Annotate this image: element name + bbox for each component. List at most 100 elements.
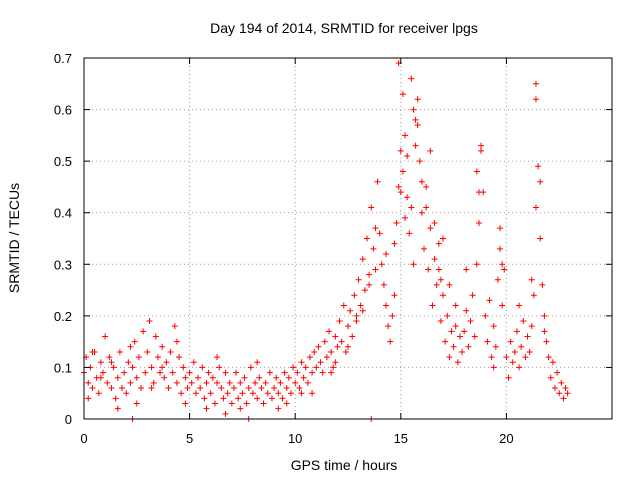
data-point bbox=[513, 328, 520, 335]
data-point bbox=[431, 256, 438, 263]
data-point bbox=[108, 359, 115, 366]
data-point bbox=[89, 348, 96, 355]
data-point bbox=[114, 405, 121, 412]
y-axis-label: SRMTID / TECUs bbox=[6, 183, 22, 293]
data-point bbox=[372, 266, 379, 273]
data-point bbox=[427, 147, 434, 154]
data-point bbox=[237, 405, 244, 412]
data-point bbox=[408, 75, 415, 82]
data-point bbox=[97, 359, 104, 366]
data-point bbox=[545, 354, 552, 361]
data-point bbox=[95, 390, 102, 397]
data-point bbox=[192, 390, 199, 397]
data-point bbox=[294, 369, 301, 376]
data-point bbox=[452, 323, 459, 330]
data-point bbox=[524, 333, 531, 340]
data-point bbox=[311, 348, 318, 355]
data-point bbox=[169, 369, 176, 376]
data-point bbox=[393, 220, 400, 227]
data-point bbox=[201, 395, 208, 402]
data-point bbox=[383, 250, 390, 257]
data-point bbox=[497, 225, 504, 232]
data-point bbox=[304, 379, 311, 386]
data-point bbox=[353, 318, 360, 325]
data-point bbox=[228, 400, 235, 407]
data-point bbox=[252, 379, 259, 386]
data-point bbox=[404, 194, 411, 201]
data-point bbox=[518, 343, 525, 350]
data-point bbox=[391, 292, 398, 299]
data-point bbox=[300, 374, 307, 381]
data-point bbox=[131, 338, 138, 345]
data-point bbox=[315, 343, 322, 350]
data-point bbox=[317, 359, 324, 366]
data-point bbox=[209, 374, 216, 381]
x-tick-label: 0 bbox=[80, 431, 87, 446]
data-point bbox=[499, 261, 506, 268]
data-point bbox=[494, 276, 501, 283]
data-point bbox=[353, 312, 360, 319]
data-point bbox=[171, 323, 178, 330]
data-point bbox=[235, 395, 242, 402]
data-point bbox=[446, 281, 453, 288]
data-point bbox=[378, 261, 385, 268]
data-point bbox=[237, 379, 244, 386]
data-point bbox=[368, 204, 375, 211]
data-point bbox=[404, 152, 411, 159]
data-point bbox=[408, 204, 415, 211]
data-point bbox=[275, 390, 282, 397]
data-point bbox=[157, 369, 164, 376]
data-point bbox=[402, 132, 409, 139]
plot-frame bbox=[83, 57, 613, 420]
data-point bbox=[414, 122, 421, 129]
data-point bbox=[463, 307, 470, 314]
data-point bbox=[429, 302, 436, 309]
data-point bbox=[186, 369, 193, 376]
data-point bbox=[121, 369, 128, 376]
data-point bbox=[216, 364, 223, 371]
data-point bbox=[345, 323, 351, 330]
data-point bbox=[509, 359, 516, 366]
data-point bbox=[298, 359, 305, 366]
x-tick-label: 20 bbox=[499, 431, 513, 446]
data-point bbox=[332, 359, 339, 366]
data-point bbox=[211, 400, 218, 407]
data-point bbox=[454, 359, 461, 366]
data-point bbox=[313, 364, 320, 371]
data-point bbox=[195, 374, 202, 381]
data-point bbox=[380, 281, 387, 288]
data-point bbox=[484, 338, 491, 345]
data-point bbox=[399, 91, 406, 98]
y-axis: 0 0.1 0.2 0.3 0.4 0.5 0.6 0.7 bbox=[54, 51, 612, 427]
data-point bbox=[104, 379, 111, 386]
data-point bbox=[290, 364, 297, 371]
data-point bbox=[522, 354, 529, 361]
data-point bbox=[239, 390, 246, 397]
data-point bbox=[471, 333, 478, 340]
data-point bbox=[435, 240, 442, 247]
data-point bbox=[366, 281, 373, 288]
data-point bbox=[133, 374, 140, 381]
data-point bbox=[351, 292, 358, 299]
data-point bbox=[336, 318, 343, 325]
data-point bbox=[406, 230, 413, 237]
data-point bbox=[127, 379, 134, 386]
data-point bbox=[302, 364, 309, 371]
data-point bbox=[129, 364, 136, 371]
data-point bbox=[188, 379, 195, 386]
data-point bbox=[100, 369, 107, 376]
data-point bbox=[425, 266, 432, 273]
data-point bbox=[323, 354, 330, 361]
data-point bbox=[281, 369, 288, 376]
data-point bbox=[528, 276, 535, 283]
data-point bbox=[511, 348, 518, 355]
data-point bbox=[376, 230, 383, 237]
data-point bbox=[456, 333, 463, 340]
data-point bbox=[372, 225, 379, 232]
data-point bbox=[283, 385, 290, 392]
data-point bbox=[463, 266, 470, 273]
x-tick-label: 15 bbox=[394, 431, 408, 446]
data-point bbox=[140, 328, 147, 335]
data-point bbox=[271, 385, 278, 392]
